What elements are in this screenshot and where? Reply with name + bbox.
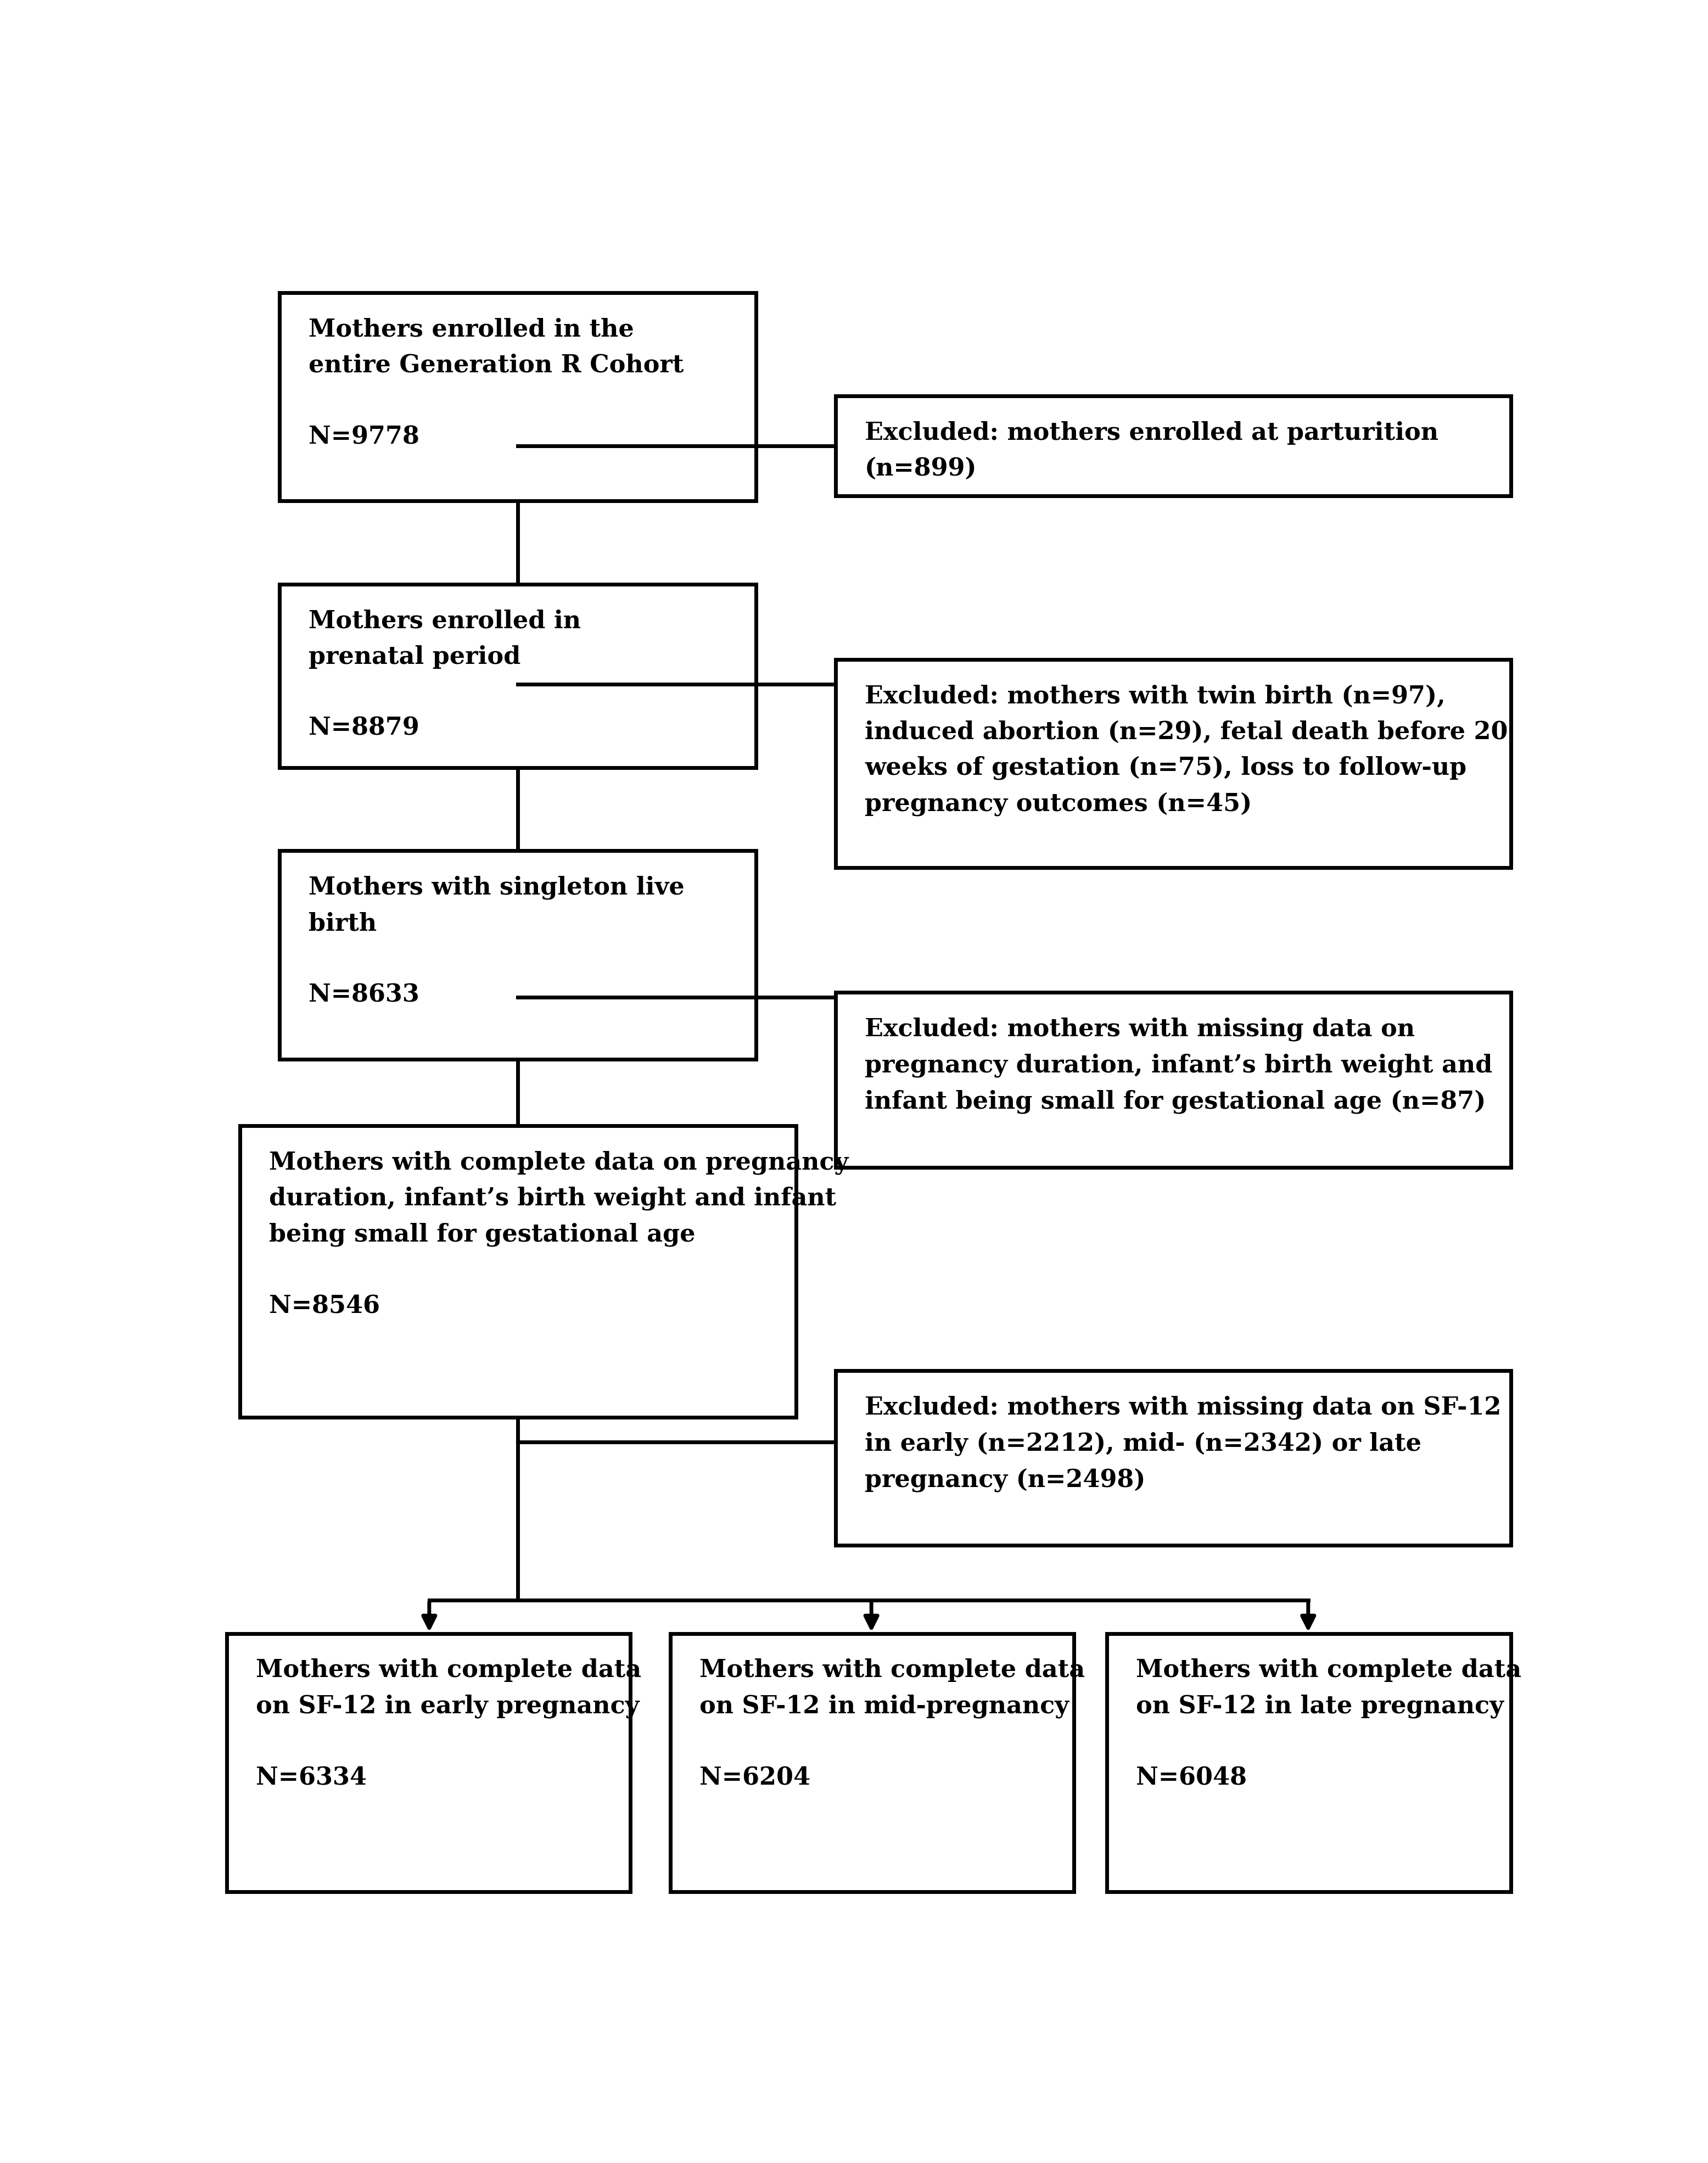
Text: Mothers enrolled in
prenatal period

N=8879: Mothers enrolled in prenatal period N=88… [309,610,581,740]
Text: Mothers with singleton live
birth

N=8633: Mothers with singleton live birth N=8633 [309,876,685,1008]
FancyBboxPatch shape [280,584,757,768]
Text: Mothers enrolled in the
entire Generation R Cohort

N=9778: Mothers enrolled in the entire Generatio… [309,318,683,448]
Text: Mothers with complete data
on SF-12 in late pregnancy

N=6048: Mothers with complete data on SF-12 in l… [1136,1659,1522,1789]
FancyBboxPatch shape [670,1633,1074,1893]
Text: Excluded: mothers with twin birth (n=97),
induced abortion (n=29), fetal death b: Excluded: mothers with twin birth (n=97)… [864,684,1508,815]
FancyBboxPatch shape [280,850,757,1060]
FancyBboxPatch shape [835,396,1510,495]
Text: Excluded: mothers with missing data on SF-12
in early (n=2212), mid- (n=2342) or: Excluded: mothers with missing data on S… [864,1395,1501,1492]
Text: Mothers with complete data
on SF-12 in mid-pregnancy

N=6204: Mothers with complete data on SF-12 in m… [699,1659,1085,1789]
FancyBboxPatch shape [1107,1633,1510,1893]
Text: Mothers with complete data on pregnancy
duration, infant’s birth weight and infa: Mothers with complete data on pregnancy … [270,1151,849,1317]
Text: Excluded: mothers enrolled at parturition
(n=899): Excluded: mothers enrolled at parturitio… [864,422,1438,480]
FancyBboxPatch shape [835,1371,1510,1544]
FancyBboxPatch shape [227,1633,630,1893]
Text: Mothers with complete data
on SF-12 in early pregnancy

N=6334: Mothers with complete data on SF-12 in e… [256,1659,640,1789]
FancyBboxPatch shape [280,292,757,502]
Text: Excluded: mothers with missing data on
pregnancy duration, infant’s birth weight: Excluded: mothers with missing data on p… [864,1017,1493,1114]
FancyBboxPatch shape [835,660,1510,867]
FancyBboxPatch shape [835,993,1510,1168]
FancyBboxPatch shape [239,1125,796,1417]
